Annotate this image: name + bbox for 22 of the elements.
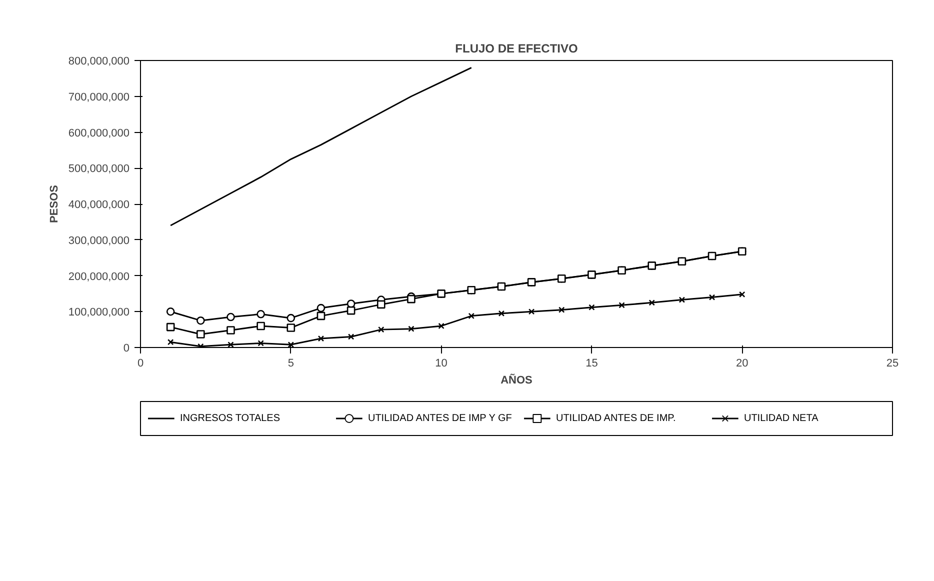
y-axis-title: PESOS [48, 185, 60, 223]
x-tick-label: 25 [886, 358, 899, 370]
chart-title: FLUJO DE EFECTIVO [455, 42, 578, 56]
legend-label: INGRESOS TOTALES [180, 413, 280, 424]
y-tick-label: 200,000,000 [68, 270, 130, 283]
legend-label: UTILIDAD ANTES DE IMP Y GF [368, 413, 512, 424]
y-tick-label: 400,000,000 [68, 199, 130, 211]
y-tick-label: 100,000,000 [68, 306, 130, 319]
x-axis-title: AÑOS [500, 374, 532, 386]
x-tick-label: 20 [736, 358, 748, 370]
x-tick-label: 10 [435, 358, 448, 370]
y-tick-label: 0 [123, 342, 130, 354]
legend-label: UTILIDAD ANTES DE IMP. [556, 413, 676, 424]
y-tick-label: 600,000,000 [68, 127, 130, 140]
y-tick-label: 700,000,000 [68, 91, 130, 104]
y-tick-label: 500,000,000 [68, 163, 130, 176]
legend-label: UTILIDAD NETA [744, 413, 819, 424]
y-tick-label: 800,000,000 [68, 56, 130, 68]
x-tick-label: 15 [586, 358, 598, 370]
x-tick-label: 0 [137, 358, 144, 370]
y-tick-label: 300,000,000 [68, 234, 130, 247]
x-tick-label: 5 [288, 358, 294, 370]
